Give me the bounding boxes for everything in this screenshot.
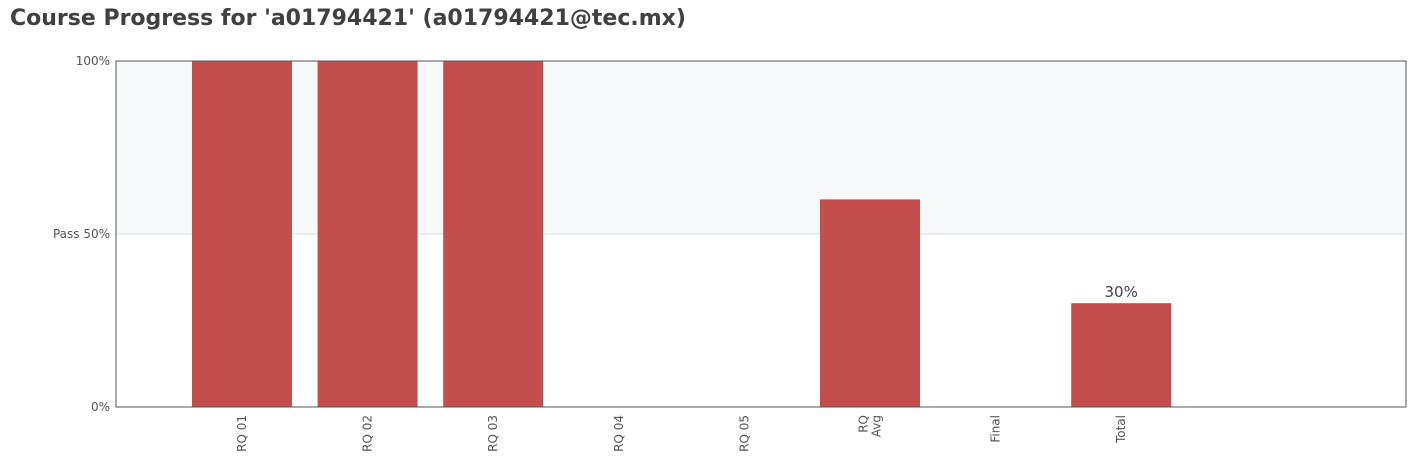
data-label-7: 30% <box>1105 283 1138 301</box>
page-title: Course Progress for 'a01794421' (a017944… <box>10 6 686 31</box>
bar-1 <box>317 61 418 407</box>
x-tick-label-line: RQ 05 <box>737 415 751 452</box>
x-tick-label: RQ 01 <box>235 415 249 452</box>
passing-region-band <box>116 61 1406 234</box>
y-tick-label: Pass 50% <box>53 227 110 241</box>
x-tick-label-line: RQ 02 <box>361 415 375 452</box>
x-tick-label: RQ 03 <box>486 415 500 452</box>
bar-5 <box>820 199 920 407</box>
x-tick-label-line: Avg <box>870 415 884 437</box>
x-tick-label: RQ 05 <box>737 415 751 452</box>
bar-0 <box>192 61 292 407</box>
y-tick-label: 0% <box>91 400 110 414</box>
x-tick-label: RQ Avg <box>857 415 884 437</box>
bar-7 <box>1071 303 1172 407</box>
x-tick-label-line: RQ <box>857 415 871 433</box>
x-tick-label: RQ 02 <box>361 415 375 452</box>
x-tick-label: RQ 04 <box>612 415 626 452</box>
x-tick-label-line: RQ 01 <box>235 415 249 452</box>
x-tick-label-line: Final <box>989 415 1003 443</box>
bar-2 <box>443 61 544 407</box>
x-tick-label: Total <box>1114 415 1128 444</box>
plot-frame <box>115 60 1407 408</box>
y-tick-label: 100% <box>76 54 110 68</box>
x-tick-label-line: Total <box>1114 415 1128 444</box>
x-tick-label-line: RQ 04 <box>612 415 626 452</box>
x-tick-label: Final <box>989 415 1003 443</box>
x-tick-label-line: RQ 03 <box>486 415 500 452</box>
